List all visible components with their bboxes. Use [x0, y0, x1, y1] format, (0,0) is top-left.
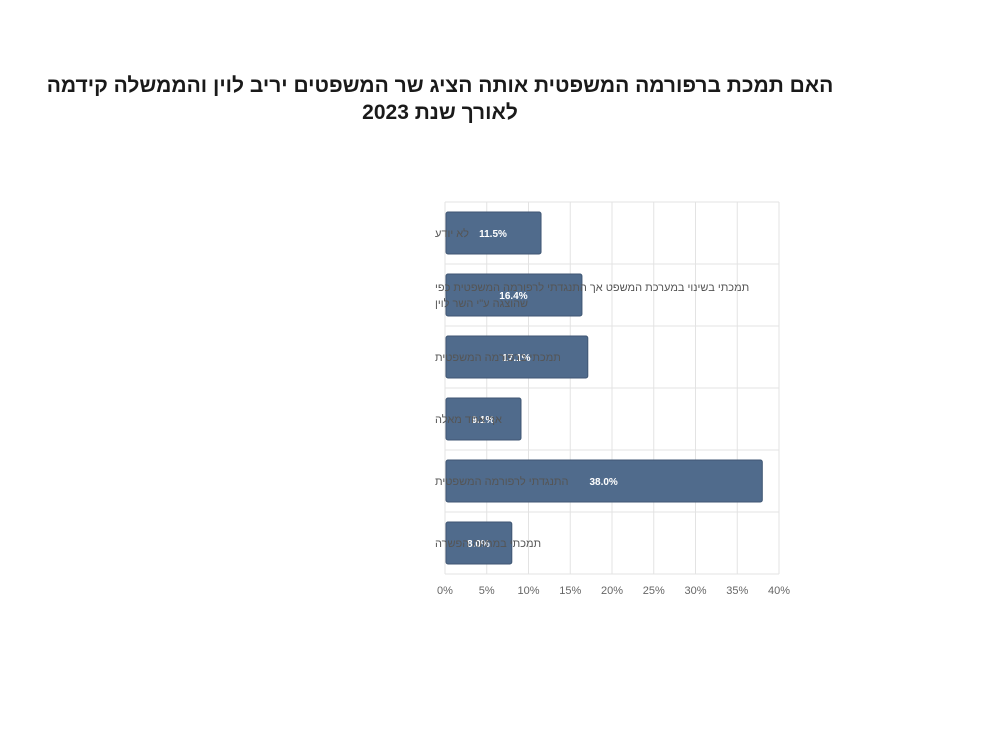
bar: [445, 521, 513, 565]
category-labels: לא יודע תמכתי בשינוי במערכת המשפט אך התנג…: [435, 227, 749, 550]
bars: 11.5% 16.4% 17.1% 9.1% 38.0% 8.0%: [445, 211, 763, 565]
x-tick-label: 35%: [726, 585, 748, 597]
category-label: לא יודע: [435, 227, 469, 240]
x-tick-label: 25%: [643, 585, 665, 597]
bar: [445, 211, 542, 255]
category-label: תמכתי ברפורמה המשפטית: [435, 352, 561, 364]
category-label: תמכתי בשינוי במערכת המשפט אך התנגדתי לרפ…: [435, 281, 749, 310]
bar-data-label: 17.1%: [502, 353, 530, 364]
bar-data-label: 8.0%: [467, 539, 490, 550]
category-label: התנגדתי לרפורמה המשפטית: [435, 475, 568, 488]
x-tick-label: 10%: [517, 585, 539, 597]
x-tick-label: 30%: [684, 585, 706, 597]
bar: [445, 335, 589, 379]
bar-data-label: 11.5%: [479, 229, 507, 240]
chart-title: האם תמכת ברפורמה המשפטית אותה הציג שר המ…: [46, 74, 834, 124]
category-label: אף אחד מאלה: [435, 413, 502, 426]
bar: [445, 273, 583, 317]
x-tick-label: 40%: [768, 585, 790, 597]
category-label: תמכתי במתווה הפשרה: [435, 538, 541, 550]
bar-data-label: 16.4%: [499, 291, 527, 302]
grid: [444, 201, 780, 575]
bar-data-label: 38.0%: [589, 477, 617, 488]
x-tick-label: 0%: [437, 585, 453, 597]
bar: [445, 459, 763, 503]
x-tick-label: 15%: [559, 585, 581, 597]
bar-data-label: 9.1%: [472, 415, 495, 426]
x-tick-label: 5%: [479, 585, 495, 597]
x-axis-tick-labels: 0% 5% 10% 15% 20% 25% 30% 35% 40%: [437, 585, 790, 597]
bar: [445, 397, 522, 441]
x-tick-label: 20%: [601, 585, 623, 597]
